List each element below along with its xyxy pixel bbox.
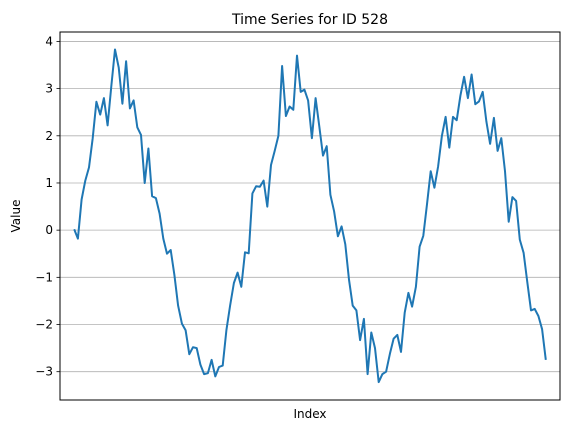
x-axis-label: Index <box>293 407 326 421</box>
plot-area <box>59 31 561 401</box>
y-tick-label: −3 <box>35 365 53 379</box>
y-tick-label: 4 <box>45 34 53 48</box>
y-tick-label: −1 <box>35 270 53 284</box>
y-axis-label: Value <box>9 200 23 233</box>
series-line <box>73 48 547 384</box>
gridlines <box>60 41 560 373</box>
y-tick-label: 2 <box>45 129 53 143</box>
y-tick-label: 3 <box>45 82 53 96</box>
y-tick-label: 0 <box>45 223 53 237</box>
y-tick-label: 1 <box>45 176 53 190</box>
y-axis: 4 3 2 1 0 −1 −2 −3 <box>35 34 60 379</box>
chart-title: Time Series for ID 528 <box>231 12 388 28</box>
y-tick-label: −2 <box>35 318 53 332</box>
